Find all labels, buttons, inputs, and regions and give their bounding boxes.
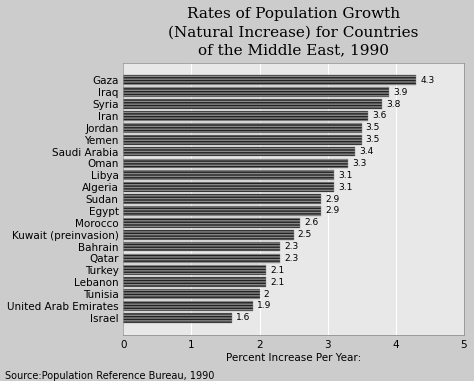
Bar bbox=[123, 87, 389, 97]
Text: 3.3: 3.3 bbox=[352, 159, 366, 168]
Text: 1.6: 1.6 bbox=[237, 313, 251, 322]
Bar bbox=[123, 194, 321, 204]
Bar bbox=[123, 242, 280, 251]
Text: 2.9: 2.9 bbox=[325, 195, 339, 203]
Text: 2.9: 2.9 bbox=[325, 207, 339, 215]
Text: 3.6: 3.6 bbox=[373, 111, 387, 120]
Bar bbox=[123, 206, 321, 216]
Text: Source:Population Reference Bureau, 1990: Source:Population Reference Bureau, 1990 bbox=[5, 371, 214, 381]
Bar bbox=[123, 158, 348, 168]
Bar bbox=[123, 301, 253, 311]
Bar bbox=[123, 182, 335, 192]
X-axis label: Percent Increase Per Year:: Percent Increase Per Year: bbox=[226, 353, 361, 363]
Bar bbox=[123, 75, 416, 85]
Bar bbox=[123, 111, 368, 121]
Bar bbox=[123, 170, 335, 180]
Text: 1.9: 1.9 bbox=[257, 301, 271, 311]
Text: 3.4: 3.4 bbox=[359, 147, 373, 156]
Text: 2.3: 2.3 bbox=[284, 242, 298, 251]
Text: 3.8: 3.8 bbox=[386, 99, 401, 109]
Text: 2.3: 2.3 bbox=[284, 254, 298, 263]
Bar bbox=[123, 289, 260, 299]
Text: 2.5: 2.5 bbox=[298, 230, 312, 239]
Text: 4.3: 4.3 bbox=[420, 76, 435, 85]
Text: 3.1: 3.1 bbox=[338, 182, 353, 192]
Bar bbox=[123, 313, 232, 323]
Text: 2: 2 bbox=[264, 290, 269, 299]
Title: Rates of Population Growth
(Natural Increase) for Countries
of the Middle East, : Rates of Population Growth (Natural Incr… bbox=[168, 7, 419, 58]
Bar bbox=[123, 99, 382, 109]
Text: 2.1: 2.1 bbox=[271, 278, 285, 287]
Text: 2.1: 2.1 bbox=[271, 266, 285, 275]
Bar bbox=[123, 230, 293, 240]
Bar bbox=[123, 123, 362, 133]
Text: 2.6: 2.6 bbox=[304, 218, 319, 227]
Bar bbox=[123, 218, 301, 227]
Text: 3.5: 3.5 bbox=[366, 123, 380, 132]
Text: 3.5: 3.5 bbox=[366, 135, 380, 144]
Bar bbox=[123, 277, 266, 287]
Text: 3.1: 3.1 bbox=[338, 171, 353, 180]
Bar bbox=[123, 253, 280, 263]
Bar bbox=[123, 147, 355, 157]
Bar bbox=[123, 135, 362, 144]
Text: 3.9: 3.9 bbox=[393, 88, 407, 97]
Bar bbox=[123, 266, 266, 275]
